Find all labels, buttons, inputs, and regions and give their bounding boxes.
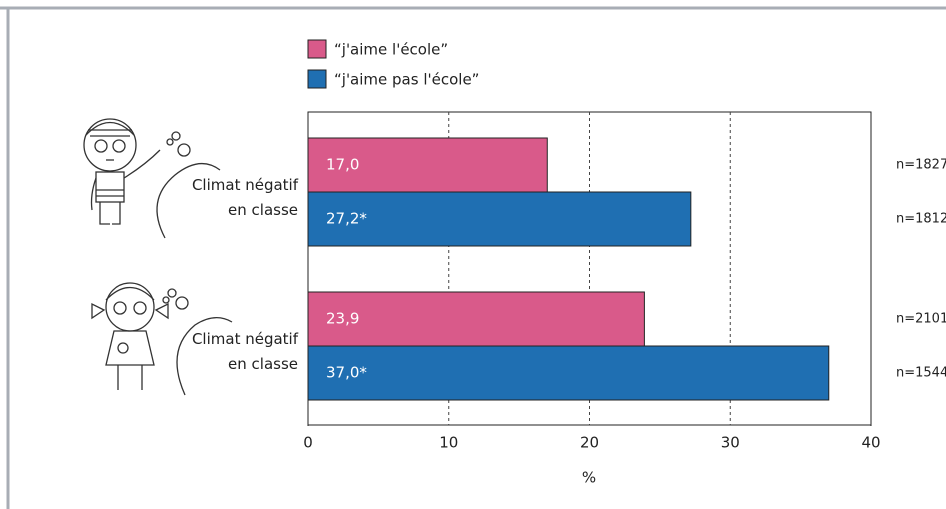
legend-label: “j'aime pas l'école” <box>334 71 479 89</box>
x-tick-label: 30 <box>721 434 740 452</box>
bar <box>307 345 830 401</box>
bar <box>307 191 692 247</box>
category-line: en classe <box>228 201 298 219</box>
boy-illustration <box>83 118 221 239</box>
category-line: en classe <box>228 355 298 373</box>
value-label: 37,0* <box>326 364 367 382</box>
legend-label: “j'aime l'école” <box>334 41 448 59</box>
n-label: n=1544 <box>896 366 946 381</box>
bar <box>307 137 548 193</box>
category-label: Climat négatif en classe <box>192 176 299 219</box>
n-label: n=1812 <box>896 212 946 227</box>
x-tick-label: 0 <box>303 434 313 452</box>
value-label: 23,9 <box>326 310 359 328</box>
x-axis-label: % <box>582 469 596 487</box>
legend-swatch <box>307 39 327 59</box>
x-tick-label: 40 <box>861 434 880 452</box>
category-line: Climat négatif <box>192 330 299 348</box>
category-label: Climat négatif en classe <box>192 330 299 373</box>
girl-illustration <box>91 282 233 396</box>
category-line: Climat négatif <box>192 176 299 194</box>
bar <box>307 291 645 347</box>
x-tick-label: 20 <box>580 434 599 452</box>
x-tick-label: 10 <box>439 434 458 452</box>
value-label: 27,2* <box>326 210 367 228</box>
n-label: n=1827 <box>896 158 946 173</box>
n-label: n=2101 <box>896 312 946 327</box>
legend-swatch <box>307 69 327 89</box>
value-label: 17,0 <box>326 156 359 174</box>
